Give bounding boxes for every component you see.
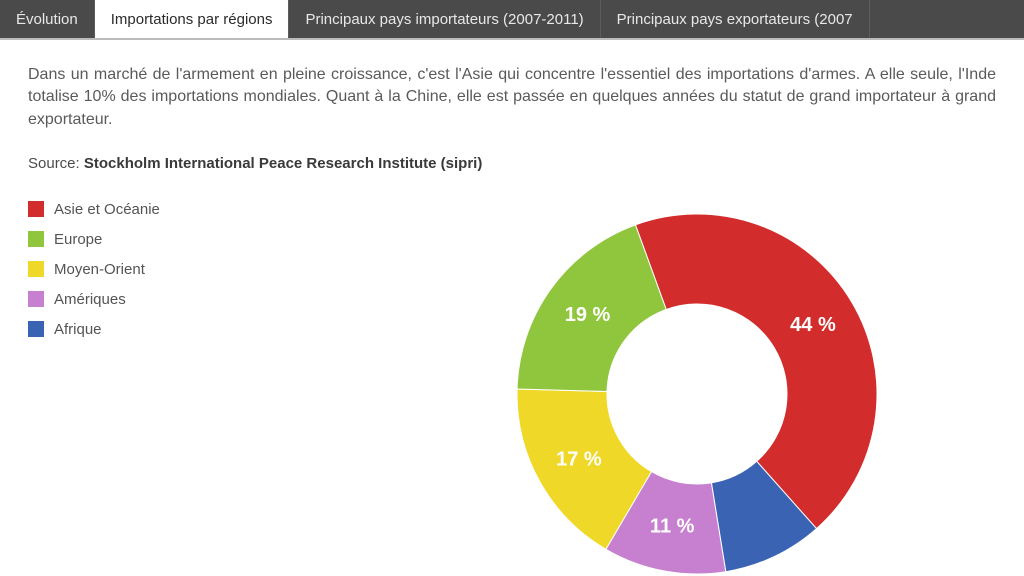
slice-label: 11 % xyxy=(650,516,695,538)
legend-label: Moyen-Orient xyxy=(54,261,145,278)
legend-item: Moyen-Orient xyxy=(28,254,398,284)
source-line: Source: Stockholm International Peace Re… xyxy=(28,155,996,172)
legend-label: Europe xyxy=(54,231,102,248)
tab-3[interactable]: Principaux pays exportateurs (2007 xyxy=(601,0,870,38)
slice-label: 19 % xyxy=(565,304,611,326)
tab-0[interactable]: Évolution xyxy=(0,0,95,38)
intro-paragraph: Dans un marché de l'armement en pleine c… xyxy=(28,64,996,131)
legend-item: Amériques xyxy=(28,284,398,314)
legend-label: Afrique xyxy=(54,321,102,338)
source-name: Stockholm International Peace Research I… xyxy=(84,155,482,172)
source-prefix: Source: xyxy=(28,155,84,172)
tab-bar: ÉvolutionImportations par régionsPrincip… xyxy=(0,0,1024,40)
legend-swatch xyxy=(28,261,44,277)
legend-swatch xyxy=(28,321,44,337)
legend-label: Amériques xyxy=(54,291,126,308)
donut-chart: 44 % 11 % 17 % 19 % xyxy=(487,184,907,576)
legend-item: Asie et Océanie xyxy=(28,194,398,224)
legend-item: Afrique xyxy=(28,314,398,344)
legend-item: Europe xyxy=(28,224,398,254)
legend-label: Asie et Océanie xyxy=(54,201,160,218)
tab-1[interactable]: Importations par régions xyxy=(95,0,290,38)
legend-swatch xyxy=(28,291,44,307)
tab-content: Dans un marché de l'armement en pleine c… xyxy=(0,40,1024,576)
slice-label: 44 % xyxy=(790,314,836,336)
slice-label: 17 % xyxy=(556,449,602,471)
donut-chart-container: 44 % 11 % 17 % 19 % xyxy=(398,184,996,576)
chart-legend: Asie et Océanie Europe Moyen-Orient Amériqu… xyxy=(28,194,398,344)
tab-2[interactable]: Principaux pays importateurs (2007-2011) xyxy=(289,0,600,38)
legend-swatch xyxy=(28,231,44,247)
legend-swatch xyxy=(28,201,44,217)
